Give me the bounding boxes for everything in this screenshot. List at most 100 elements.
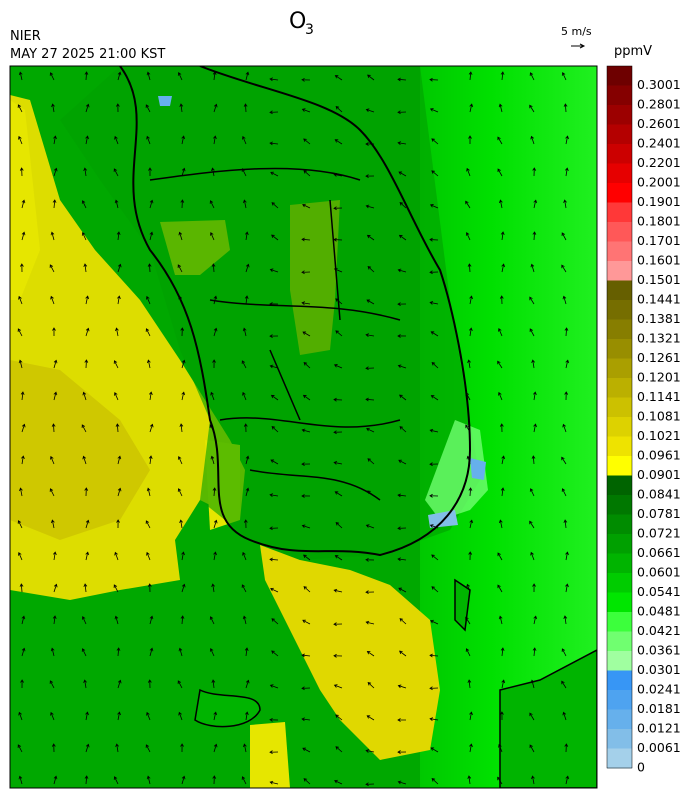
colorbar-swatch (607, 729, 632, 749)
wind-arrow (21, 455, 25, 465)
wind-arrow (431, 554, 439, 561)
wind-arrow (333, 268, 343, 273)
wind-arrow (149, 647, 154, 657)
wind-arrow (399, 426, 407, 433)
wind-arrow (53, 167, 58, 177)
colorbar-swatch (607, 417, 632, 437)
colorbar-swatch (607, 241, 632, 262)
wind-arrow (85, 743, 90, 753)
colorbar-label: 0.0901 (637, 467, 681, 482)
wind-arrow (501, 679, 506, 689)
wind-arrow (469, 327, 473, 337)
wind-arrow (148, 167, 152, 177)
wind-arrow (365, 557, 375, 562)
wind-arrow (564, 743, 569, 753)
wind-arrow (303, 586, 311, 593)
wind-arrow (466, 455, 471, 465)
wind-arrow (209, 424, 215, 433)
wind-arrow (115, 423, 120, 433)
wind-arrow (529, 328, 535, 337)
wind-arrow (245, 711, 249, 721)
wind-arrow (301, 462, 311, 466)
wind-arrow (181, 775, 186, 785)
wind-arrow (469, 743, 473, 753)
wind-arrow (301, 524, 311, 529)
wind-arrow (301, 653, 311, 658)
wind-arrow (179, 519, 183, 529)
wind-arrow (303, 554, 311, 561)
wind-arrow (146, 135, 151, 145)
wind-arrow (146, 359, 151, 369)
wind-arrow (53, 359, 58, 369)
wind-arrow (269, 141, 279, 146)
wind-arrow (116, 231, 121, 241)
wind-arrow (365, 749, 375, 753)
wind-arrow (269, 780, 279, 785)
wind-arrow (146, 71, 151, 81)
wind-arrow (565, 551, 569, 561)
wind-arrow (84, 775, 89, 785)
wind-arrow (533, 199, 538, 209)
colorbar-label: 0.0181 (637, 701, 681, 716)
wind-arrow (245, 263, 250, 273)
wind-arrow (397, 684, 407, 689)
colorbar-label: 0.0121 (637, 721, 681, 736)
wind-arrow (269, 717, 279, 722)
wind-arrow (333, 364, 343, 369)
wind-arrow (52, 615, 57, 625)
colorbar-swatch (607, 573, 632, 593)
wind-arrow (146, 775, 151, 785)
wind-arrow (529, 296, 535, 305)
wind-arrow (365, 142, 375, 146)
wind-arrow (397, 780, 407, 785)
wind-arrow (81, 616, 87, 625)
wind-arrow (50, 647, 55, 657)
wind-arrow (301, 301, 311, 306)
wind-arrow (117, 295, 121, 305)
wind-arrow (178, 295, 183, 305)
wind-arrow (533, 423, 537, 433)
wind-arrow (181, 391, 186, 401)
wind-arrow (498, 743, 503, 753)
wind-arrow (366, 651, 375, 657)
wind-arrow (501, 263, 506, 273)
wind-arrow (241, 168, 247, 177)
colorbar-label: 0.0481 (637, 604, 681, 619)
colorbar-label: 0.3001 (637, 77, 681, 92)
wind-arrow (53, 551, 57, 561)
wind-arrow (241, 776, 247, 785)
wind-arrow (429, 77, 439, 82)
wind-arrow (498, 103, 503, 113)
wind-arrow (146, 295, 151, 305)
wind-arrow (562, 711, 567, 721)
wind-arrow (83, 679, 87, 689)
wind-arrow (499, 423, 504, 433)
wind-arrow (18, 295, 23, 305)
wind-arrow (82, 455, 87, 465)
wind-arrow (561, 488, 567, 497)
wind-arrow (21, 231, 26, 241)
wind-arrow (81, 232, 87, 241)
wind-arrow (212, 775, 217, 785)
wind-arrow (468, 135, 472, 145)
wind-arrow (117, 455, 122, 465)
wind-arrow (430, 619, 439, 625)
wind-arrow (241, 360, 247, 369)
wind-arrow (50, 711, 55, 721)
colorbar-label: 0.0541 (637, 584, 681, 599)
wind-arrow (465, 648, 471, 657)
wind-arrow (563, 103, 568, 113)
wind-arrow (270, 171, 279, 177)
wind-arrow (21, 647, 26, 657)
wind-arrow (180, 199, 185, 209)
wind-arrow (213, 743, 218, 753)
colorbar-label: 0.1381 (637, 311, 681, 326)
wind-arrow (20, 391, 25, 401)
wind-arrow (113, 584, 119, 593)
wind-arrow (84, 71, 89, 81)
colorbar-swatch (607, 748, 632, 769)
colorbar-label: 0.1701 (637, 233, 681, 248)
wind-arrow (242, 743, 247, 753)
wind-arrow (180, 743, 184, 753)
colorbar-label: 0.2201 (637, 155, 681, 170)
